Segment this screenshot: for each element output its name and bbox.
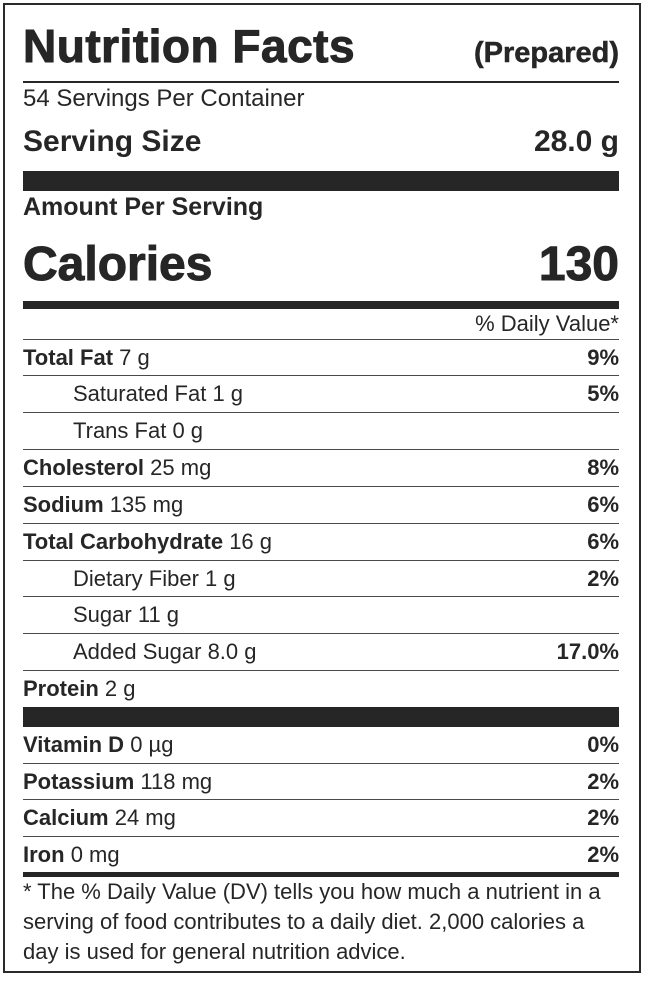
nutrient-dv: 8% — [587, 455, 619, 480]
vitamin-name: Potassium — [23, 769, 135, 794]
serving-size-value: 28.0 g — [533, 125, 619, 158]
vitamin-row-iron: Iron 0 mg 2% — [23, 836, 619, 873]
nutrient-dv: 2% — [587, 566, 619, 591]
calories-row: Calories 130 — [22, 237, 619, 292]
nutrient-row-added-sugar: Added Sugar 8.0 g 17.0% — [23, 633, 619, 670]
nutrient-name: Cholesterol — [23, 455, 145, 480]
label-title: Nutrition Facts — [22, 20, 356, 73]
vitamin-row-potassium: Potassium 118 mg 2% — [23, 763, 619, 800]
vitamin-row-vitamin-d: Vitamin D 0 µg 0% — [23, 727, 619, 763]
vitamin-dv: 2% — [587, 769, 619, 794]
nutrient-name: Total Fat — [23, 345, 114, 370]
serving-size-row: Serving Size 28.0 g — [23, 125, 619, 159]
nutrient-amount: 8.0 g — [207, 639, 257, 664]
nutrient-dv: 6% — [587, 529, 619, 554]
nutrient-row-protein: Protein 2 g — [23, 670, 619, 707]
nutrient-amount: 16 g — [229, 529, 273, 554]
vitamin-name: Vitamin D — [23, 732, 125, 757]
divider-footnote — [23, 872, 619, 877]
nutrient-name: Protein — [23, 676, 99, 701]
nutrient-name: Sodium — [23, 492, 104, 517]
nutrient-dv: 5% — [587, 381, 619, 406]
nutrient-row-dietary-fiber: Dietary Fiber 1 g 2% — [23, 560, 619, 597]
nutrient-amount: 11 g — [137, 602, 180, 627]
vitamin-dv: 0% — [587, 732, 619, 757]
label-qualifier: (Prepared) — [473, 37, 620, 70]
nutrient-amount: 0 g — [172, 418, 204, 443]
divider-thick-vitamins — [23, 707, 619, 727]
nutrient-name: Total Carbohydrate — [23, 529, 224, 554]
nutrient-row-sugar: Sugar 11 g — [23, 596, 619, 633]
servings-per-container: 54 Servings Per Container — [23, 85, 305, 112]
nutrient-amount: 25 mg — [150, 455, 212, 480]
vitamin-amount: 118 mg — [140, 769, 213, 794]
nutrient-name: Sugar — [73, 602, 132, 627]
nutrient-amount: 2 g — [104, 676, 136, 701]
daily-value-footnote: * The % Daily Value (DV) tells you how m… — [23, 879, 601, 964]
nutrient-row-total-carbohydrate: Total Carbohydrate 16 g 6% — [23, 523, 619, 560]
nutrient-row-cholesterol: Cholesterol 25 mg 8% — [23, 449, 619, 486]
nutrient-dv: 17.0% — [556, 639, 619, 664]
nutrient-name: Trans Fat — [73, 418, 167, 443]
nutrient-name: Saturated Fat — [73, 381, 207, 406]
nutrition-facts-label: Nutrition Facts (Prepared) 54 Servings P… — [3, 3, 641, 973]
nutrient-row-saturated-fat: Saturated Fat 1 g 5% — [23, 375, 619, 412]
calories-value: 130 — [538, 238, 619, 292]
vitamin-amount: 0 µg — [130, 732, 174, 757]
divider-medium — [23, 301, 619, 309]
vitamin-name: Calcium — [23, 805, 109, 830]
label-content: Nutrition Facts (Prepared) 54 Servings P… — [22, 5, 620, 971]
divider-thin — [23, 81, 619, 83]
daily-value-header: % Daily Value* — [475, 311, 619, 336]
nutrient-name: Dietary Fiber — [73, 566, 199, 591]
vitamin-dv: 2% — [587, 842, 619, 867]
vitamin-amount: 0 mg — [70, 842, 120, 867]
nutrient-amount: 135 mg — [109, 492, 184, 517]
title-row: Nutrition Facts (Prepared) — [22, 19, 620, 75]
vitamin-amount: 24 mg — [114, 805, 176, 830]
vitamin-dv: 2% — [587, 805, 619, 830]
nutrient-amount: 7 g — [119, 345, 150, 370]
nutrient-amount: 1 g — [212, 381, 244, 406]
nutrient-name: Added Sugar — [73, 639, 202, 664]
calories-label: Calories — [22, 238, 213, 292]
serving-size-label: Serving Size — [23, 125, 202, 158]
nutrient-row-trans-fat: Trans Fat 0 g — [23, 412, 619, 449]
nutrient-dv: 9% — [587, 345, 619, 370]
vitamin-name: Iron — [23, 842, 65, 867]
amount-per-serving: Amount Per Serving — [23, 193, 264, 221]
vitamin-row-calcium: Calcium 24 mg 2% — [23, 799, 619, 836]
divider-thick — [23, 171, 619, 191]
nutrient-row-total-fat: Total Fat 7 g 9% — [23, 339, 619, 376]
nutrient-row-sodium: Sodium 135 mg 6% — [23, 486, 619, 523]
nutrient-amount: 1 g — [205, 566, 236, 591]
nutrient-dv: 6% — [587, 492, 619, 517]
